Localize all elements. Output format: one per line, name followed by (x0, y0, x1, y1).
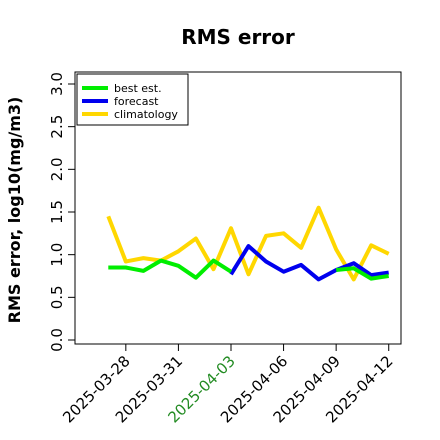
plot-frame (74, 71, 402, 345)
y-axis-label: RMS error, log10(mg/m3) (5, 97, 24, 324)
legend-label: forecast (114, 95, 159, 108)
x-axis: 2025-03-282025-03-312025-04-032025-04-06… (59, 344, 397, 426)
y-tick-label: 2.5 (48, 115, 66, 139)
y-tick-label: 2.0 (48, 157, 66, 181)
y-tick-label: 0.5 (48, 285, 66, 309)
series-lines (106, 205, 390, 282)
y-tick-label: 1.5 (48, 200, 66, 224)
y-tick-label: 1.0 (48, 243, 66, 267)
series-line-best-est (108, 258, 233, 280)
legend-label: best est. (114, 82, 162, 95)
chart-title: RMS error (181, 25, 295, 49)
y-axis: 0.0 0.5 1.0 1.5 2.0 2.5 3.0 (48, 72, 75, 352)
legend-label: climatology (114, 108, 178, 121)
y-tick-label: 3.0 (48, 72, 66, 96)
series-line-climatology (106, 205, 390, 282)
y-tick-label: 0.0 (48, 328, 66, 352)
series-line-best-est (336, 266, 389, 281)
series-line-forecast (229, 244, 389, 282)
